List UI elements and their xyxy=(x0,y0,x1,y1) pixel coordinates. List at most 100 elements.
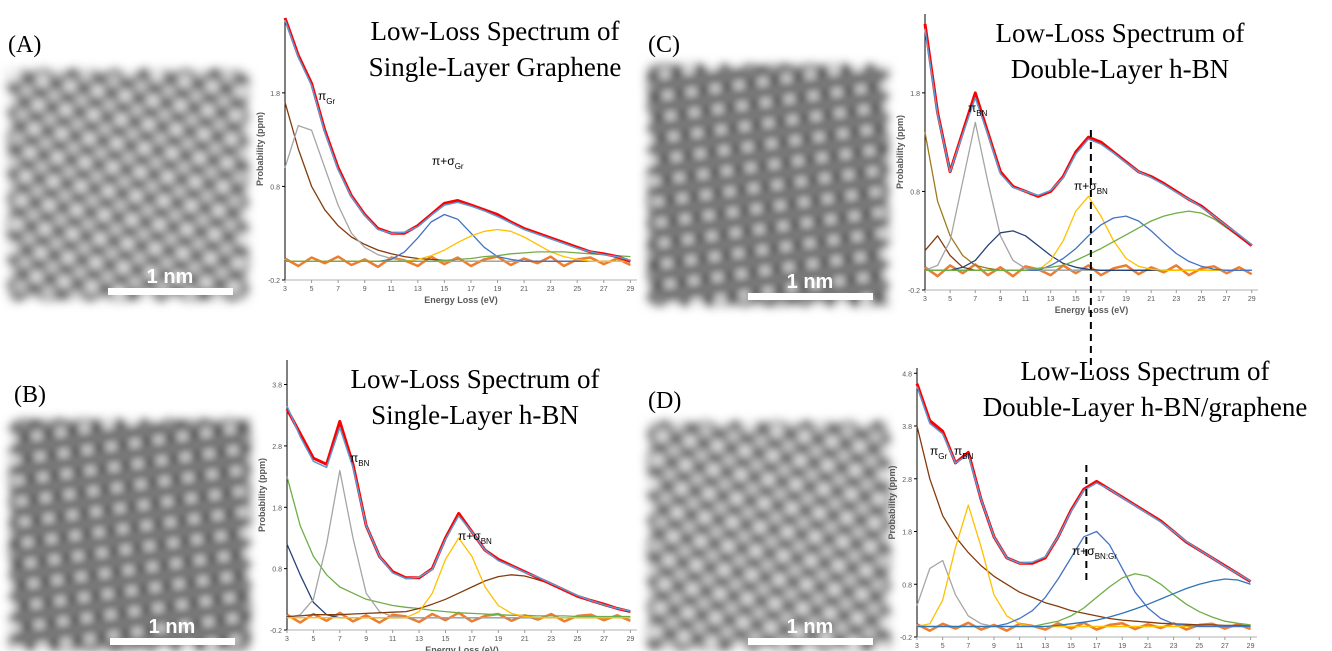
x-tick-label: 25 xyxy=(1198,296,1206,303)
spectrum-line xyxy=(286,543,631,619)
x-tick-label: 3 xyxy=(283,286,287,293)
x-tick-label: 29 xyxy=(1248,296,1256,303)
spectrum-line xyxy=(924,28,1253,246)
x-tick-label: 5 xyxy=(941,643,945,650)
chart-title: Low-Loss Spectrum of xyxy=(351,364,600,394)
x-tick-label: 23 xyxy=(1172,296,1180,303)
x-tick-label: 23 xyxy=(1170,643,1178,650)
annotation-symbol: π+σ xyxy=(1074,179,1097,193)
x-tick-label: 17 xyxy=(468,636,476,643)
annotation-symbol: π xyxy=(968,101,976,115)
annotation-symbol: π xyxy=(954,444,962,458)
y-tick-label: 1.8 xyxy=(910,91,920,98)
x-tick-label: 21 xyxy=(1147,296,1155,303)
x-tick-label: 29 xyxy=(626,636,634,643)
x-tick-label: 25 xyxy=(574,636,582,643)
x-tick-label: 23 xyxy=(547,286,555,293)
panel-label: (A) xyxy=(8,32,41,58)
x-tick-label: 15 xyxy=(442,636,450,643)
annotation-subscript: BN xyxy=(962,452,973,461)
y-tick-label: -0.2 xyxy=(900,635,912,642)
x-tick-label: 25 xyxy=(1195,643,1203,650)
spectrum-line xyxy=(924,132,1252,271)
annotation: π+σBN xyxy=(458,529,492,546)
x-tick-label: 13 xyxy=(1047,296,1055,303)
y-tick-label: -0.2 xyxy=(270,628,282,635)
x-tick-label: 9 xyxy=(992,643,996,650)
spectrum-line xyxy=(916,559,1251,628)
annotation: πGr xyxy=(930,444,948,461)
x-tick-label: 11 xyxy=(1016,643,1023,650)
y-tick-label: 0.8 xyxy=(270,184,280,191)
annotation-symbol: π+σ xyxy=(1072,544,1095,558)
spectrum-line xyxy=(284,124,631,262)
annotation: π+σBN:Gr xyxy=(1072,544,1117,561)
chart-title: Single-Layer Graphene xyxy=(369,52,622,82)
scale-bar xyxy=(748,293,873,300)
scale-bar-label: 1 nm xyxy=(147,266,194,288)
x-tick-label: 9 xyxy=(998,296,1002,303)
y-tick-label: -0.2 xyxy=(268,278,280,285)
x-tick-label: 19 xyxy=(494,286,502,293)
x-tick-label: 27 xyxy=(600,636,608,643)
x-tick-label: 29 xyxy=(626,286,634,293)
x-tick-label: 5 xyxy=(948,296,952,303)
y-tick-label: 3.8 xyxy=(272,383,282,390)
spectrum-line xyxy=(925,210,1253,271)
x-tick-label: 9 xyxy=(364,636,368,643)
annotation: πBN xyxy=(350,451,370,468)
x-tick-label: 13 xyxy=(415,636,423,643)
spectrum-line xyxy=(285,408,631,614)
x-tick-label: 7 xyxy=(973,296,977,303)
spectrum-line xyxy=(917,573,1251,628)
annotation-subscript: BN xyxy=(481,537,492,546)
x-tick-label: 11 xyxy=(1022,296,1029,303)
x-tick-label: 11 xyxy=(389,636,396,643)
panel-label: (C) xyxy=(648,32,680,58)
x-tick-label: 19 xyxy=(1122,296,1130,303)
scale-bar-label: 1 nm xyxy=(787,271,834,293)
chart-title: Low-Loss Spectrum of xyxy=(371,16,620,46)
spectrum-line xyxy=(917,578,1251,628)
x-axis-label: Energy Loss (eV) xyxy=(425,645,499,651)
y-tick-label: 0.8 xyxy=(902,582,912,589)
x-tick-label: 27 xyxy=(1223,296,1231,303)
annotation-subscript: BN xyxy=(358,459,369,468)
annotation-symbol: π xyxy=(318,89,326,103)
y-tick-label: 0.8 xyxy=(272,567,282,574)
chart-title: Single-Layer h-BN xyxy=(371,400,579,430)
y-tick-label: 1.8 xyxy=(272,505,282,512)
annotation-symbol: π xyxy=(350,451,358,465)
annotation-subscript: Gr xyxy=(455,162,464,171)
x-tick-label: 27 xyxy=(600,286,608,293)
annotation-symbol: π+σ xyxy=(432,154,455,168)
spectrum-line xyxy=(287,537,631,619)
x-tick-label: 7 xyxy=(338,636,342,643)
annotation: π+σBN xyxy=(1074,179,1108,196)
y-tick-label: 0.8 xyxy=(910,189,920,196)
x-tick-label: 21 xyxy=(1144,643,1152,650)
annotation-symbol: π xyxy=(930,444,938,458)
x-tick-label: 27 xyxy=(1221,643,1229,650)
x-tick-label: 17 xyxy=(1093,643,1101,650)
x-tick-label: 5 xyxy=(311,636,315,643)
annotation-subscript: Gr xyxy=(326,97,335,106)
x-tick-label: 3 xyxy=(285,636,289,643)
annotation-subscript: BN:Gr xyxy=(1095,552,1118,561)
scale-bar xyxy=(748,638,873,645)
chart-title: Low-Loss Spectrum of xyxy=(1021,356,1270,386)
spectrum-line xyxy=(285,213,631,262)
x-tick-label: 7 xyxy=(966,643,970,650)
x-tick-label: 23 xyxy=(547,636,555,643)
x-tick-label: 15 xyxy=(1067,643,1075,650)
annotation-subscript: BN xyxy=(1097,187,1108,196)
micrograph xyxy=(648,422,890,650)
chart-title: Double-Layer h-BN/graphene xyxy=(983,392,1308,422)
micrograph xyxy=(648,65,888,305)
y-axis-label: Probability (ppm) xyxy=(257,458,267,532)
y-tick-label: 2.8 xyxy=(902,477,912,484)
y-axis-label: Probability (ppm) xyxy=(887,465,897,539)
x-tick-label: 3 xyxy=(915,643,919,650)
annotation: πGr xyxy=(318,89,336,106)
panel-label: (D) xyxy=(648,388,681,414)
